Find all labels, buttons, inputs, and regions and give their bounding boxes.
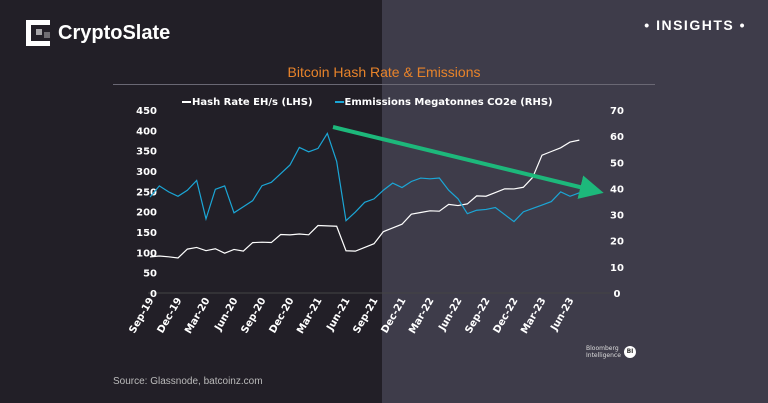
y-right-tick-label: 40 bbox=[610, 184, 624, 195]
x-tick-label: Dec-21 bbox=[380, 296, 409, 335]
legend-item-hash-rate: Hash Rate EH/s (LHS) bbox=[182, 97, 313, 108]
y-left-tick-label: 400 bbox=[136, 126, 157, 137]
x-tick-label: Mar-23 bbox=[519, 296, 548, 336]
y-right-tick-label: 50 bbox=[610, 158, 624, 169]
y-right-tick-label: 10 bbox=[610, 263, 624, 274]
chart-legend: Hash Rate EH/s (LHS) Emmissions Megatonn… bbox=[182, 97, 553, 108]
x-tick-label: Jun-22 bbox=[437, 296, 465, 334]
x-tick-label: Sep-22 bbox=[463, 296, 492, 335]
x-tick-label: Mar-22 bbox=[407, 296, 436, 336]
source-note: Source: Glassnode, batcoinz.com bbox=[113, 376, 263, 387]
cryptoslate-logo: CryptoSlate bbox=[26, 20, 170, 46]
y-right-tick-label: 60 bbox=[610, 132, 624, 143]
y-left-tick-label: 350 bbox=[136, 147, 157, 158]
x-tick-label: Jun-21 bbox=[325, 296, 353, 334]
y-right-tick-label: 30 bbox=[610, 211, 624, 222]
brand-name: CryptoSlate bbox=[58, 21, 171, 44]
y-right-tick-label: 70 bbox=[610, 106, 624, 117]
series-line-hash-rate bbox=[149, 139, 580, 259]
x-tick-label: Jun-20 bbox=[213, 296, 241, 334]
y-left-tick-label: 300 bbox=[136, 167, 157, 178]
y-left-tick-label: 250 bbox=[136, 187, 157, 198]
x-tick-label: Mar-20 bbox=[183, 296, 212, 336]
cryptoslate-logo-icon bbox=[26, 20, 50, 46]
x-tick-label: Mar-21 bbox=[295, 296, 324, 336]
y-left-tick-label: 0 bbox=[150, 289, 157, 300]
y-left-tick-label: 100 bbox=[136, 248, 157, 259]
right-panel-background bbox=[382, 0, 768, 403]
y-left-tick-label: 50 bbox=[143, 269, 157, 280]
legend-item-emissions: Emmissions Megatonnes CO2e (RHS) bbox=[334, 97, 553, 108]
y-right-tick-label: 20 bbox=[610, 237, 624, 248]
trend-arrow bbox=[332, 125, 604, 199]
bloomberg-intelligence-watermark: Bloomberg Intelligence bbox=[586, 345, 621, 359]
insights-badge: • INSIGHTS • bbox=[644, 17, 746, 33]
y-left-tick-label: 450 bbox=[136, 106, 157, 117]
x-tick-label: Dec-19 bbox=[156, 296, 185, 335]
y-right-tick-label: 0 bbox=[614, 289, 621, 300]
x-tick-label: Dec-22 bbox=[492, 296, 521, 335]
x-tick-label: Sep-20 bbox=[239, 296, 268, 335]
chart-title: Bitcoin Hash Rate & Emissions bbox=[287, 64, 481, 80]
x-tick-label: Jun-23 bbox=[549, 296, 577, 334]
y-left-tick-label: 150 bbox=[136, 228, 157, 239]
title-divider bbox=[113, 84, 655, 85]
bi-logo-icon: BI bbox=[624, 346, 636, 358]
y-left-tick-label: 200 bbox=[136, 208, 157, 219]
series-line-emissions bbox=[149, 132, 580, 223]
x-tick-label: Sep-21 bbox=[351, 296, 380, 335]
x-tick-label: Sep-19 bbox=[127, 296, 156, 335]
x-tick-label: Dec-20 bbox=[268, 296, 297, 335]
